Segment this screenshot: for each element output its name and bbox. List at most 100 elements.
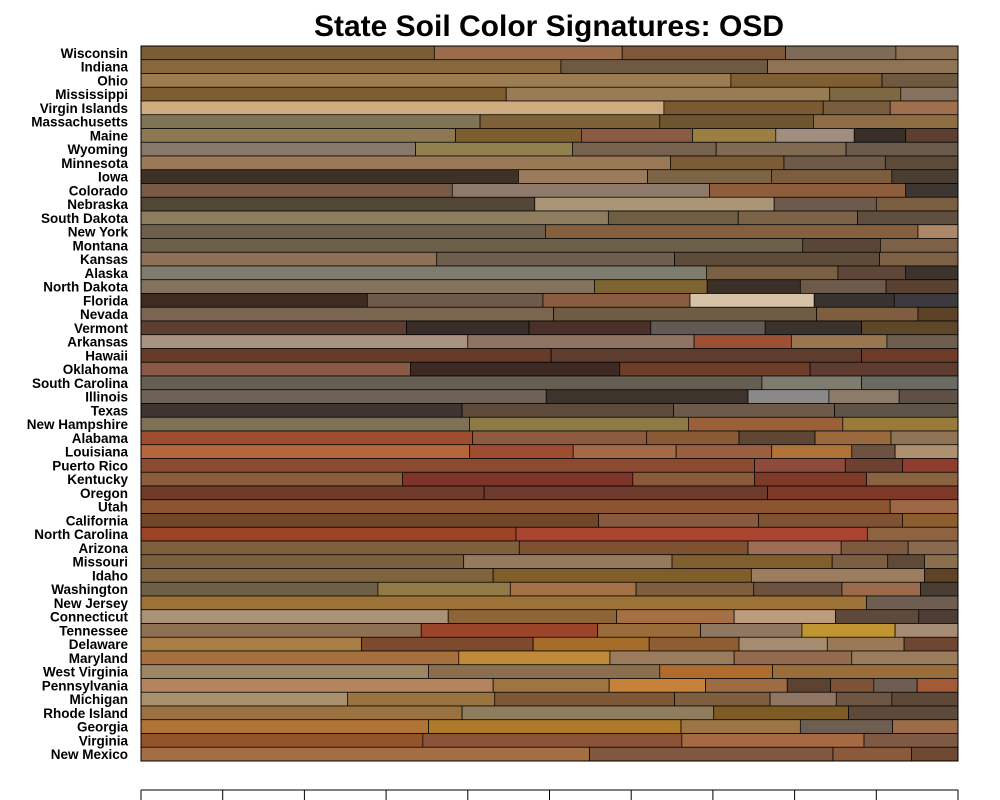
color-segment (866, 595, 959, 611)
color-segment (589, 746, 834, 762)
color-segment (709, 183, 907, 198)
color-segment (140, 169, 519, 184)
color-segment (534, 196, 775, 212)
color-segment (140, 678, 494, 693)
color-segment (916, 678, 959, 693)
row-label: South Dakota (41, 211, 128, 226)
color-segment (140, 306, 554, 322)
row-label: Connecticut (50, 610, 129, 625)
row-label: Tennessee (59, 623, 128, 638)
color-segment (140, 636, 362, 652)
color-segment (140, 100, 665, 116)
color-segment (140, 471, 403, 487)
color-segment (518, 169, 648, 184)
color-segment (889, 100, 959, 116)
row-label: Idaho (92, 568, 128, 583)
color-segment (775, 128, 855, 143)
color-segment (598, 513, 760, 528)
color-segment (767, 59, 959, 74)
color-segment (479, 114, 661, 129)
color-segment (918, 609, 959, 624)
color-segment (140, 499, 891, 514)
color-segment (415, 141, 573, 157)
color-segment (835, 609, 920, 624)
color-segment (140, 526, 517, 542)
row-label: Delaware (69, 637, 129, 652)
color-segment (140, 650, 460, 666)
color-segment (140, 265, 707, 281)
color-segment (881, 73, 959, 88)
color-segment (773, 196, 877, 212)
color-segment (140, 128, 456, 143)
color-segment (674, 691, 771, 707)
color-segment (835, 691, 893, 707)
color-segment (451, 183, 710, 198)
row-label: Minnesota (61, 156, 128, 171)
color-segment (461, 403, 675, 418)
color-segment (767, 485, 959, 501)
row-label: North Dakota (43, 280, 128, 295)
color-segment (140, 595, 867, 611)
color-segment (594, 279, 708, 294)
color-segment (834, 403, 959, 418)
color-segment (689, 293, 815, 308)
row-label: Maryland (69, 651, 128, 666)
color-segment (140, 279, 595, 294)
color-segment (572, 444, 677, 459)
row-label: Virginia (79, 733, 129, 748)
color-segment (886, 334, 959, 349)
color-segment (693, 334, 792, 349)
color-segment (737, 210, 858, 226)
row-label: Oregon (80, 486, 128, 501)
color-segment (406, 320, 530, 336)
color-segment (688, 416, 844, 432)
color-segment (905, 128, 959, 143)
color-segment (848, 705, 959, 721)
color-segment (647, 169, 773, 184)
color-segment (140, 334, 469, 349)
color-segment (140, 293, 368, 308)
color-segment (832, 746, 912, 762)
row-label: Indiana (81, 60, 129, 75)
color-segment (572, 141, 717, 157)
row-label: Florida (83, 293, 128, 308)
color-segment (608, 678, 706, 693)
color-segment (894, 623, 959, 638)
color-segment (738, 430, 816, 446)
color-segment (903, 636, 959, 652)
color-segment (140, 623, 422, 638)
color-segment (761, 375, 862, 391)
color-segment (905, 183, 959, 198)
color-segment (885, 279, 959, 294)
color-segment (891, 691, 959, 707)
color-segment (410, 361, 621, 377)
color-segment (140, 444, 470, 459)
color-segment (786, 678, 831, 693)
color-segment (674, 251, 880, 267)
color-segment (826, 636, 905, 652)
color-segment (670, 155, 785, 171)
color-segment (875, 196, 959, 212)
color-segment (892, 719, 959, 734)
plot-frame (140, 45, 959, 762)
color-segment (894, 444, 959, 459)
row-label: Pennsylvania (42, 678, 129, 693)
color-segment (706, 279, 801, 294)
color-segment (455, 128, 582, 143)
color-segment (140, 389, 547, 404)
color-segment (663, 100, 824, 116)
color-segment (632, 471, 755, 487)
color-segment (771, 444, 853, 459)
color-segment (705, 678, 788, 693)
color-segment (140, 733, 424, 748)
color-segment (861, 375, 959, 391)
row-label: Kentucky (67, 472, 128, 487)
color-segment (619, 361, 811, 377)
color-segment (828, 389, 900, 404)
color-segment (750, 568, 925, 583)
color-segment (771, 169, 893, 184)
color-segment (560, 59, 768, 74)
color-segment (597, 623, 701, 638)
color-segment (754, 458, 846, 473)
